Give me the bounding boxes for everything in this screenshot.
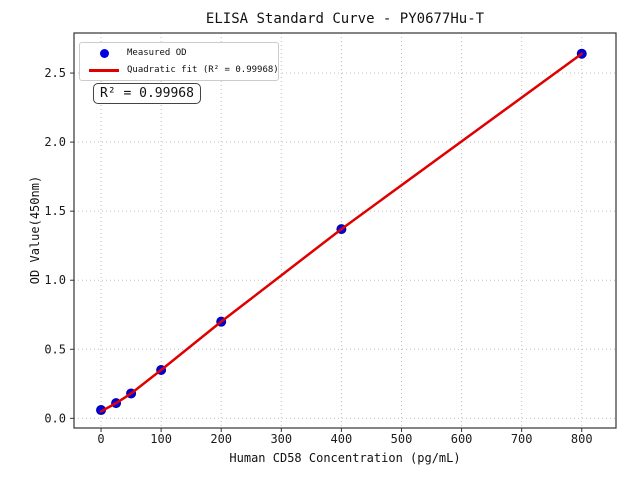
chart-title: ELISA Standard Curve - PY0677Hu-T	[205, 11, 485, 27]
x-tick-label: 400	[331, 432, 353, 446]
x-tick-label: 200	[210, 432, 232, 446]
legend-box: Measured OD Quadratic fit (R² = 0.99968)	[79, 42, 279, 81]
y-axis-label: OD Value(450nm)	[28, 175, 42, 285]
axes-spine	[73, 32, 617, 429]
y-tick-label: 2.5	[44, 66, 66, 80]
x-tick-label: 100	[150, 432, 172, 446]
legend-label: Quadratic fit (R² = 0.99968)	[127, 65, 279, 75]
x-axis-label: Human CD58 Concentration (pg/mL)	[229, 451, 461, 465]
x-tick-label: 700	[511, 432, 533, 446]
y-tick-label: 1.0	[44, 273, 66, 287]
y-tick-label: 2.0	[44, 135, 66, 149]
y-tick-label: 1.5	[44, 204, 66, 218]
y-tick-label: 0.5	[44, 342, 66, 356]
r-squared-annotation: R² = 0.99968	[93, 83, 201, 104]
x-tick-label: 300	[270, 432, 292, 446]
y-tick-label: 0.0	[44, 411, 66, 425]
legend-marker-box	[89, 48, 119, 58]
legend-label: Measured OD	[127, 48, 187, 58]
x-tick-label: 500	[391, 432, 413, 446]
scatter-marker-icon	[99, 48, 109, 58]
x-tick-label: 600	[451, 432, 473, 446]
x-tick-label: 0	[97, 432, 104, 446]
legend-marker-box	[89, 68, 119, 72]
fit-line-marker-icon	[89, 68, 119, 72]
x-tick-label: 800	[571, 432, 593, 446]
quadratic-fit-line	[99, 52, 583, 413]
legend-item-quadratic-fit: Quadratic fit (R² = 0.99968)	[80, 62, 279, 79]
legend-item-measured-od: Measured OD	[80, 45, 278, 62]
